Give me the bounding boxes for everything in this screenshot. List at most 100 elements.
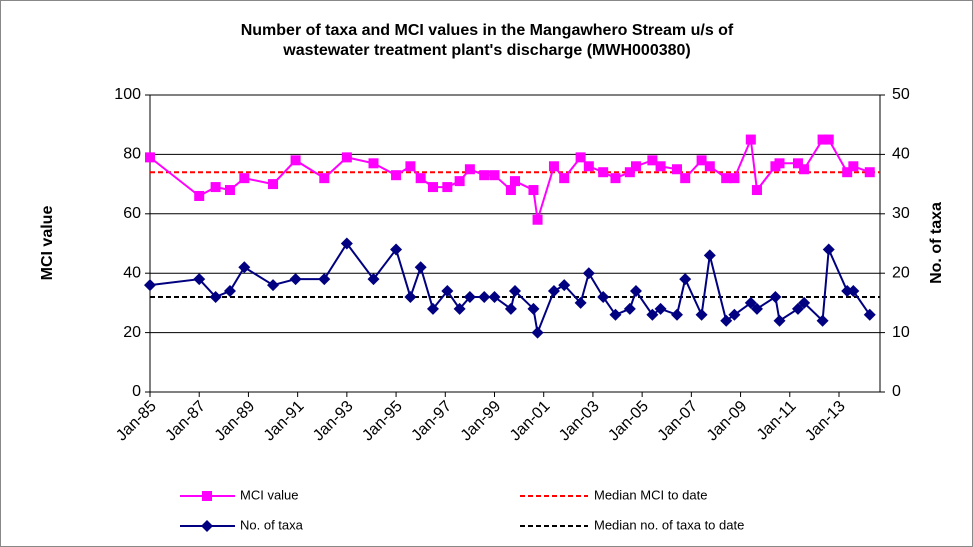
marker (510, 176, 520, 187)
marker (478, 290, 491, 303)
marker (390, 243, 403, 256)
marker (415, 173, 426, 184)
marker (671, 164, 682, 175)
marker (863, 308, 876, 321)
marker (728, 308, 741, 321)
marker (744, 296, 757, 309)
marker (703, 249, 716, 262)
marker (547, 285, 560, 298)
y-tick-label: 20 (123, 324, 141, 341)
marker (624, 167, 635, 178)
plot-area (150, 95, 880, 392)
marker (210, 182, 221, 193)
marker (318, 273, 331, 286)
marker (769, 290, 782, 303)
marker (426, 302, 439, 315)
marker (238, 261, 251, 274)
marker (647, 155, 658, 166)
marker (239, 173, 250, 184)
marker (404, 290, 417, 303)
marker (559, 173, 570, 184)
marker (695, 308, 708, 321)
marker (704, 161, 715, 172)
y2-tick-label: 0 (892, 383, 901, 400)
marker (441, 285, 454, 298)
marker (340, 237, 353, 250)
marker (528, 185, 539, 196)
marker (341, 152, 352, 163)
marker (670, 308, 683, 321)
marker (202, 491, 212, 501)
marker (145, 152, 155, 163)
marker (224, 185, 235, 196)
marker (194, 190, 205, 201)
marker (489, 170, 500, 181)
marker (454, 176, 465, 187)
chart-subtitle: wastewater treatment plant's discharge (… (282, 42, 691, 59)
y-axis-title: MCI value (39, 206, 56, 281)
marker (721, 173, 732, 184)
marker (791, 302, 804, 315)
marker (453, 302, 466, 315)
marker (598, 167, 609, 178)
marker (405, 161, 416, 172)
y-tick-label: 40 (123, 264, 141, 281)
marker (144, 279, 156, 292)
marker (773, 314, 786, 327)
marker (720, 314, 733, 327)
marker (609, 308, 622, 321)
y2-tick-label: 20 (892, 264, 910, 281)
marker (442, 182, 453, 193)
legend-label: No. of taxa (240, 517, 304, 532)
marker (193, 273, 206, 286)
marker (823, 134, 834, 145)
marker (745, 134, 756, 145)
marker (464, 164, 475, 175)
y2-tick-label: 10 (892, 324, 910, 341)
marker (414, 261, 427, 274)
marker (792, 158, 803, 169)
marker (847, 285, 860, 298)
marker (532, 214, 543, 225)
marker (558, 279, 571, 292)
y-tick-label: 100 (114, 86, 141, 103)
marker (680, 173, 691, 184)
legend-label: Median no. of taxa to date (594, 517, 744, 532)
marker (479, 170, 490, 181)
marker (774, 158, 785, 169)
marker (798, 296, 811, 309)
marker (751, 185, 762, 196)
marker (488, 290, 501, 303)
marker (548, 161, 559, 172)
y2-tick-label: 40 (892, 146, 910, 163)
marker (574, 296, 587, 309)
marker (223, 285, 236, 298)
y-tick-label: 60 (123, 205, 141, 222)
marker (268, 179, 279, 190)
marker (427, 182, 438, 193)
marker (583, 161, 594, 172)
marker (201, 520, 213, 532)
marker (391, 170, 402, 181)
marker (504, 302, 517, 315)
marker (841, 285, 854, 298)
y2-axis-title: No. of taxa (928, 202, 945, 284)
marker (816, 314, 829, 327)
marker (209, 290, 222, 303)
marker (864, 167, 875, 178)
legend-label: Median MCI to date (594, 487, 707, 502)
y-tick-label: 0 (132, 383, 141, 400)
marker (463, 290, 476, 303)
marker (597, 290, 610, 303)
marker (289, 273, 302, 286)
marker (848, 161, 859, 172)
chart-title: Number of taxa and MCI values in the Man… (241, 22, 734, 39)
marker (531, 326, 544, 339)
marker (505, 185, 516, 196)
marker (696, 155, 707, 166)
y2-tick-label: 50 (892, 86, 910, 103)
marker (290, 155, 301, 166)
marker (842, 167, 853, 178)
marker (655, 161, 666, 172)
